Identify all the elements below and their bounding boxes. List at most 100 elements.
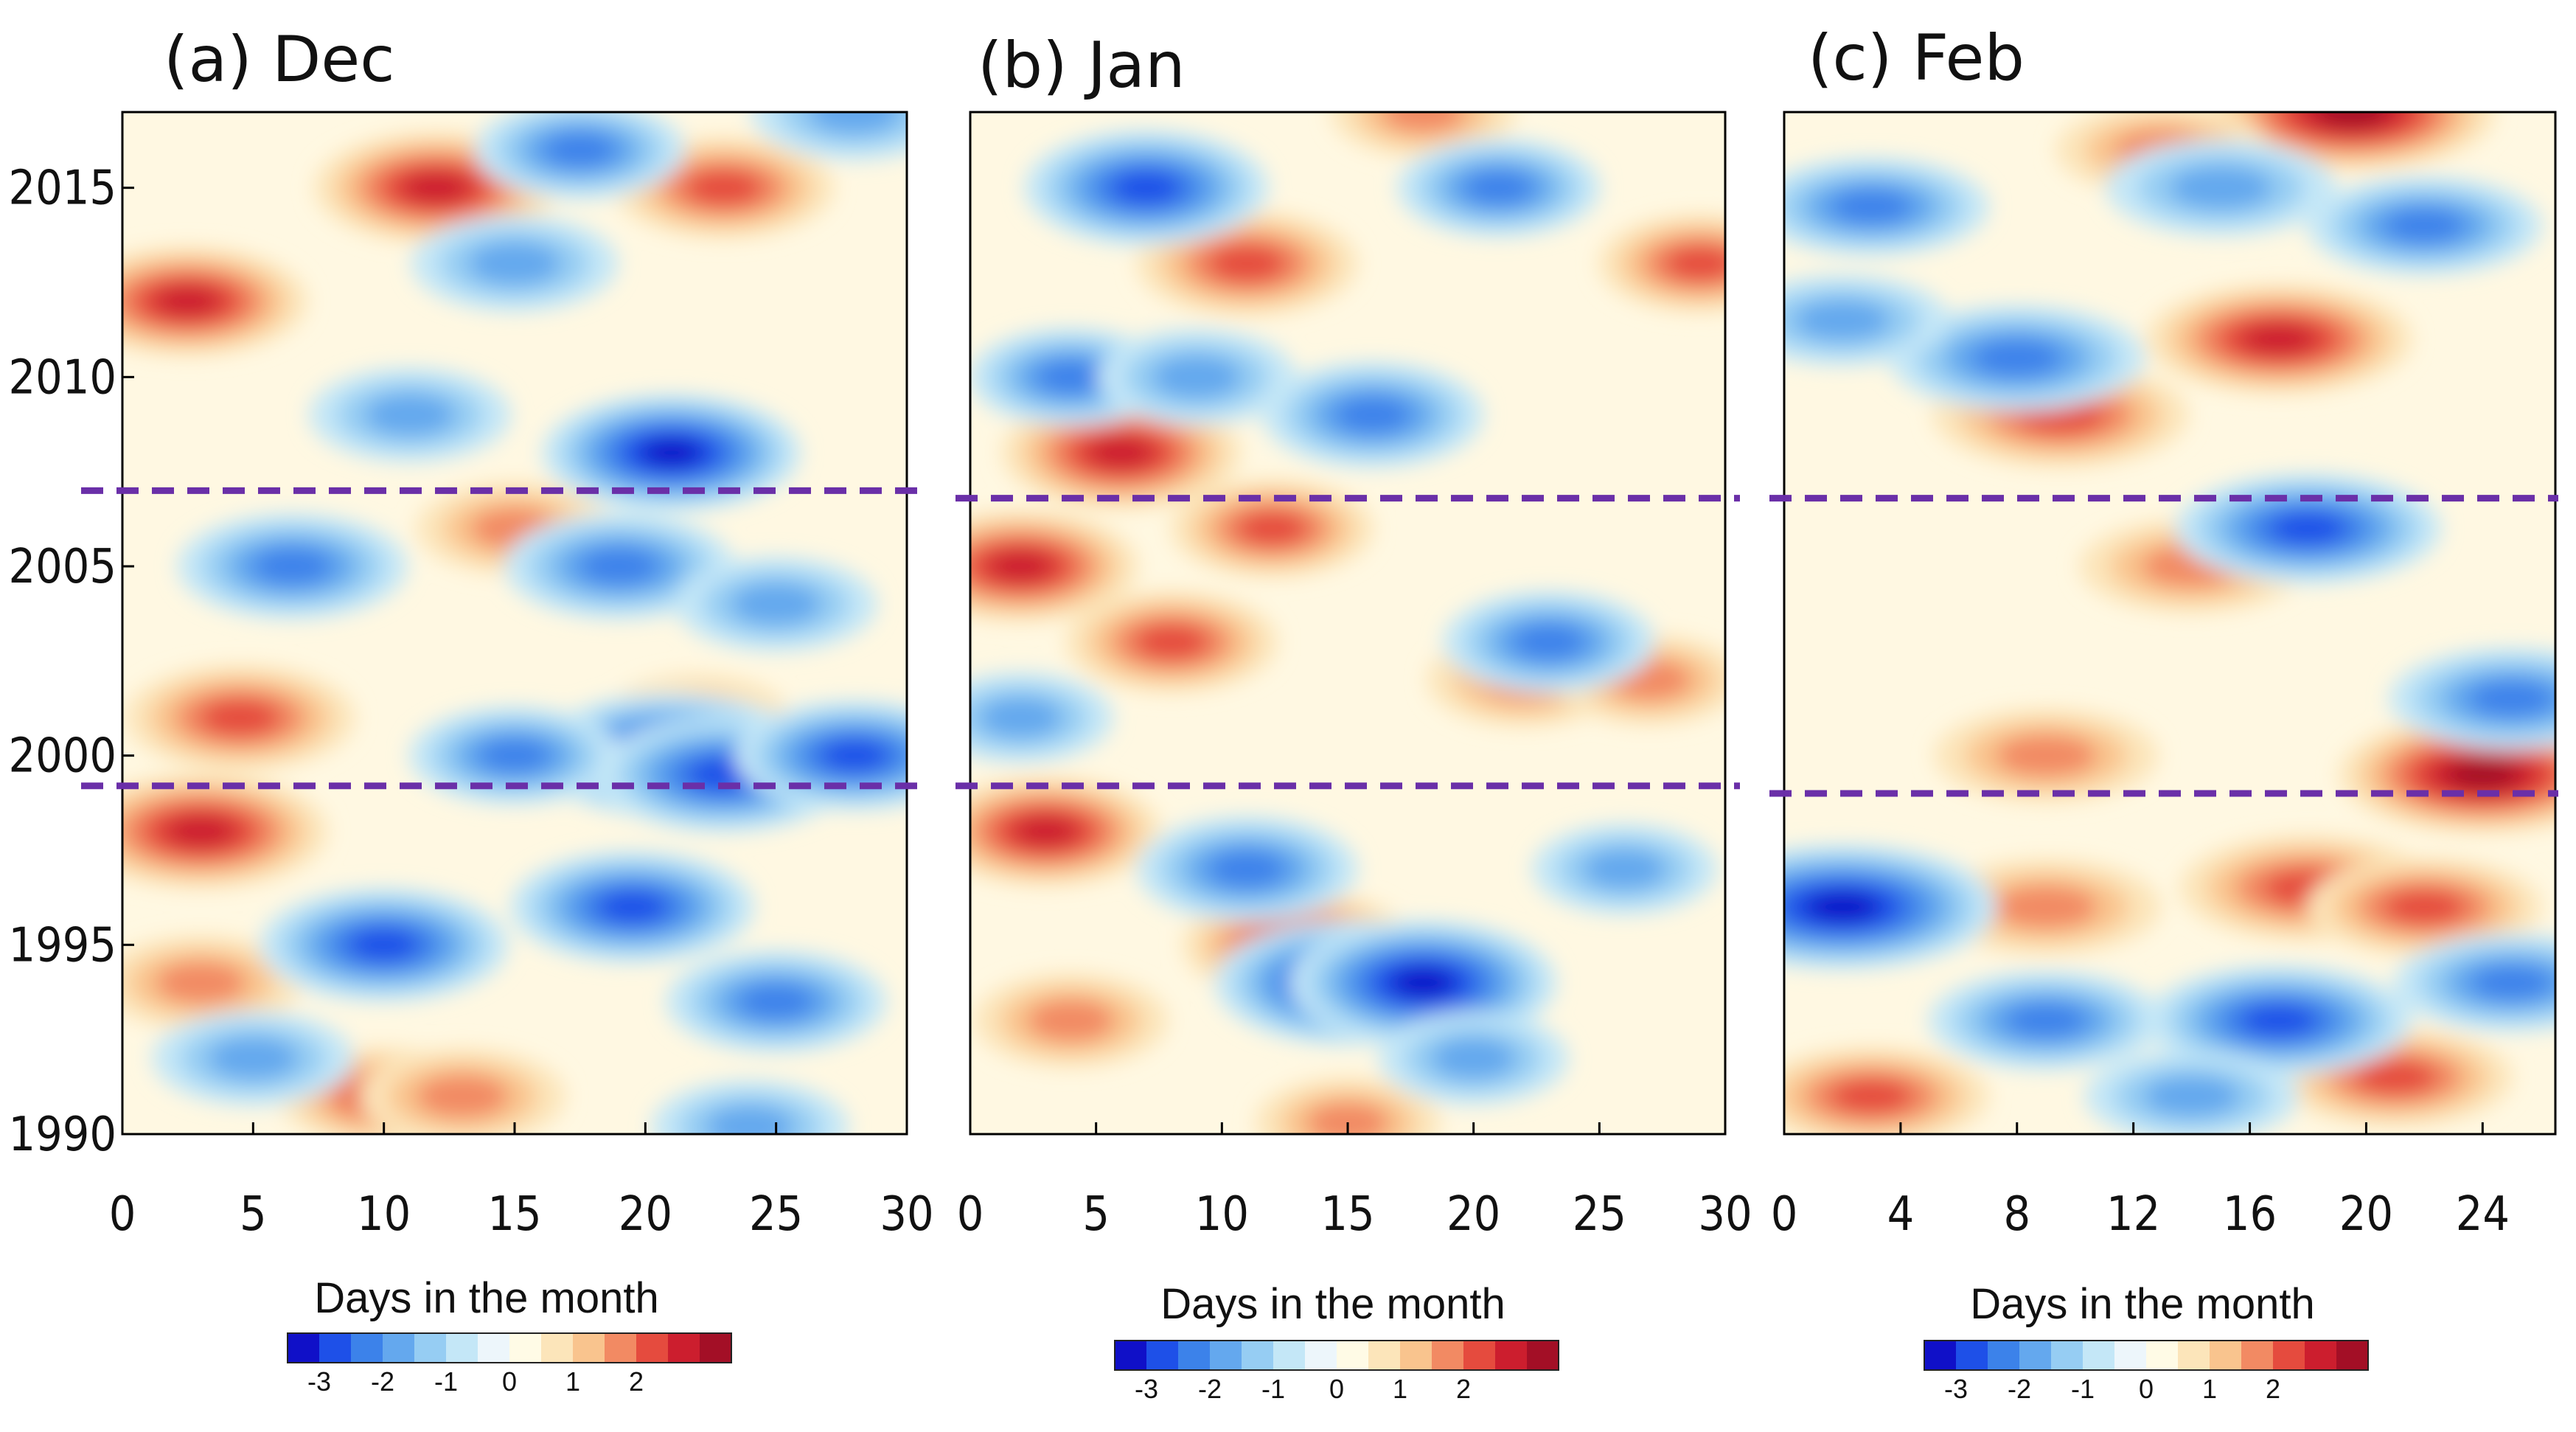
panel-b-anomaly (1024, 130, 1269, 246)
panel-c-anomaly (1889, 305, 2145, 411)
colorbar-swatch (2210, 1341, 2242, 1370)
colorbar-tick-label: -3 (307, 1366, 331, 1397)
colorbar-tick-label: -1 (1261, 1374, 1285, 1404)
colorbar-swatch (700, 1333, 732, 1363)
x-tick-label: 5 (1082, 1187, 1110, 1242)
panel-a-anomaly (504, 513, 734, 619)
y-tick-label: 2005 (9, 540, 117, 594)
colorbar-swatch (1242, 1341, 1274, 1370)
panel-b-anomaly (1136, 816, 1358, 922)
panel-b-anomaly (1261, 361, 1484, 468)
colorbar-swatch (2241, 1341, 2274, 1370)
colorbar-tick-label: 2 (2266, 1374, 2280, 1404)
colorbar-swatch (288, 1333, 320, 1363)
panel-a-anomaly (122, 935, 302, 1030)
panel-b-xlabel: Days in the month (1160, 1280, 1505, 1328)
panel-c-title: (c) Feb (1808, 21, 2025, 95)
panel-a-x-axis: 0 5 10 15 20 25 30 (109, 1122, 934, 1242)
panel-b-anomaly (1598, 214, 1725, 313)
panel-b-anomaly (970, 672, 1113, 763)
colorbar-swatch (2305, 1341, 2337, 1370)
panel-c-anomaly (2277, 1028, 2513, 1127)
panel-c-colorbar: -3 -2 -1 0 1 2 (1924, 1340, 2369, 1404)
colorbar-swatch (1432, 1341, 1464, 1370)
colorbar-swatch (2019, 1341, 2052, 1370)
colorbar-swatch (2083, 1341, 2115, 1370)
panel-c-anomaly (2145, 284, 2412, 395)
panel-a-anomaly (411, 215, 619, 312)
colorbar-swatch (573, 1333, 605, 1363)
colorbar-swatch (2146, 1341, 2179, 1370)
colorbar-swatch (1400, 1341, 1433, 1370)
panel-c-xlabel: Days in the month (1970, 1280, 2314, 1328)
panel-a-anomaly (177, 513, 408, 619)
colorbar-swatch (1210, 1341, 1242, 1370)
panel-a-anomaly (474, 112, 686, 200)
colorbar-swatch (1956, 1341, 1988, 1370)
panel-a-anomaly (509, 851, 755, 963)
panel-b-heatmap (970, 112, 1725, 1134)
colorbar-swatch (1988, 1341, 2020, 1370)
y-tick-label: 2015 (9, 161, 117, 216)
panel-c-anomaly (2306, 858, 2542, 956)
colorbar-swatch (2336, 1341, 2369, 1370)
colorbar-tick-label: 0 (1329, 1374, 1344, 1404)
panel-a-y-axis: 1990 1995 2000 2005 2010 2015 (9, 161, 134, 1162)
colorbar-swatch (509, 1333, 542, 1363)
colorbar-tick-label: -2 (371, 1366, 394, 1397)
colorbar-swatch (319, 1333, 352, 1363)
panel-c-anomaly (2084, 1051, 2299, 1134)
x-tick-label: 10 (357, 1187, 411, 1242)
x-tick-label: 20 (2339, 1187, 2393, 1242)
colorbar-tick-label: -3 (1135, 1374, 1158, 1404)
panel-a-anomaly (359, 1048, 566, 1134)
x-tick-label: 24 (2456, 1187, 2510, 1242)
panel-a-anomaly (665, 950, 887, 1053)
panel-c-anomaly (2106, 139, 2336, 237)
colorbar-swatch (605, 1333, 637, 1363)
y-tick-label: 2010 (9, 350, 117, 405)
panel-b-anomaly (1097, 328, 1297, 425)
colorbar-swatch (636, 1333, 669, 1363)
colorbar-swatch (1368, 1341, 1401, 1370)
panel-a-anomaly (651, 1080, 849, 1134)
panel-c-anomaly (1931, 858, 2162, 956)
panel-a-anomaly (122, 774, 328, 889)
colorbar-swatch (1178, 1341, 1211, 1370)
panel-c-anomaly (1784, 157, 1989, 257)
panel-a-colorbar: -3 -2 -1 0 1 2 (287, 1332, 732, 1397)
x-tick-label: 20 (619, 1187, 672, 1242)
panel-c-anomaly (1784, 844, 1997, 970)
panel-b-anomaly (970, 510, 1138, 622)
panel-b-anomaly (1065, 591, 1278, 693)
panel-b-anomaly (970, 776, 1161, 886)
colorbar-swatch (1527, 1341, 1559, 1370)
colorbar-tick-label: 0 (502, 1366, 517, 1397)
panel-b-anomaly (973, 973, 1169, 1068)
colorbar-swatch (414, 1333, 447, 1363)
panel-b-anomaly (1170, 479, 1374, 578)
colorbar-swatch (383, 1333, 415, 1363)
x-tick-label: 10 (1195, 1187, 1249, 1242)
panel-b-x-axis: 0 5 10 15 20 25 30 (957, 1122, 1752, 1242)
colorbar-tick-label: 1 (2202, 1374, 2217, 1404)
colorbar-tick-label: -3 (1944, 1374, 1968, 1404)
panel-b-anomaly (1255, 1077, 1441, 1134)
x-tick-label: 25 (749, 1187, 803, 1242)
panel-b-anomaly (1443, 591, 1656, 693)
x-tick-label: 15 (1320, 1187, 1374, 1242)
panel-b-anomaly (1396, 138, 1601, 237)
x-tick-label: 0 (957, 1187, 984, 1242)
x-tick-label: 20 (1447, 1187, 1500, 1242)
panel-c-anomaly (2394, 933, 2555, 1032)
panel-a-anomaly (259, 888, 509, 1002)
panel-c-anomaly (1933, 708, 2159, 803)
panel-c: (c) Feb 0 4 8 12 16 20 24 Days in the month -3… (1771, 21, 2557, 1404)
colorbar-tick-label: 2 (1456, 1374, 1471, 1404)
x-tick-label: 8 (2003, 1187, 2030, 1242)
panel-b-anomaly (1289, 920, 1557, 1046)
colorbar-swatch (668, 1333, 700, 1363)
x-tick-label: 0 (109, 1187, 136, 1242)
panel-c-anomaly (2389, 647, 2555, 750)
